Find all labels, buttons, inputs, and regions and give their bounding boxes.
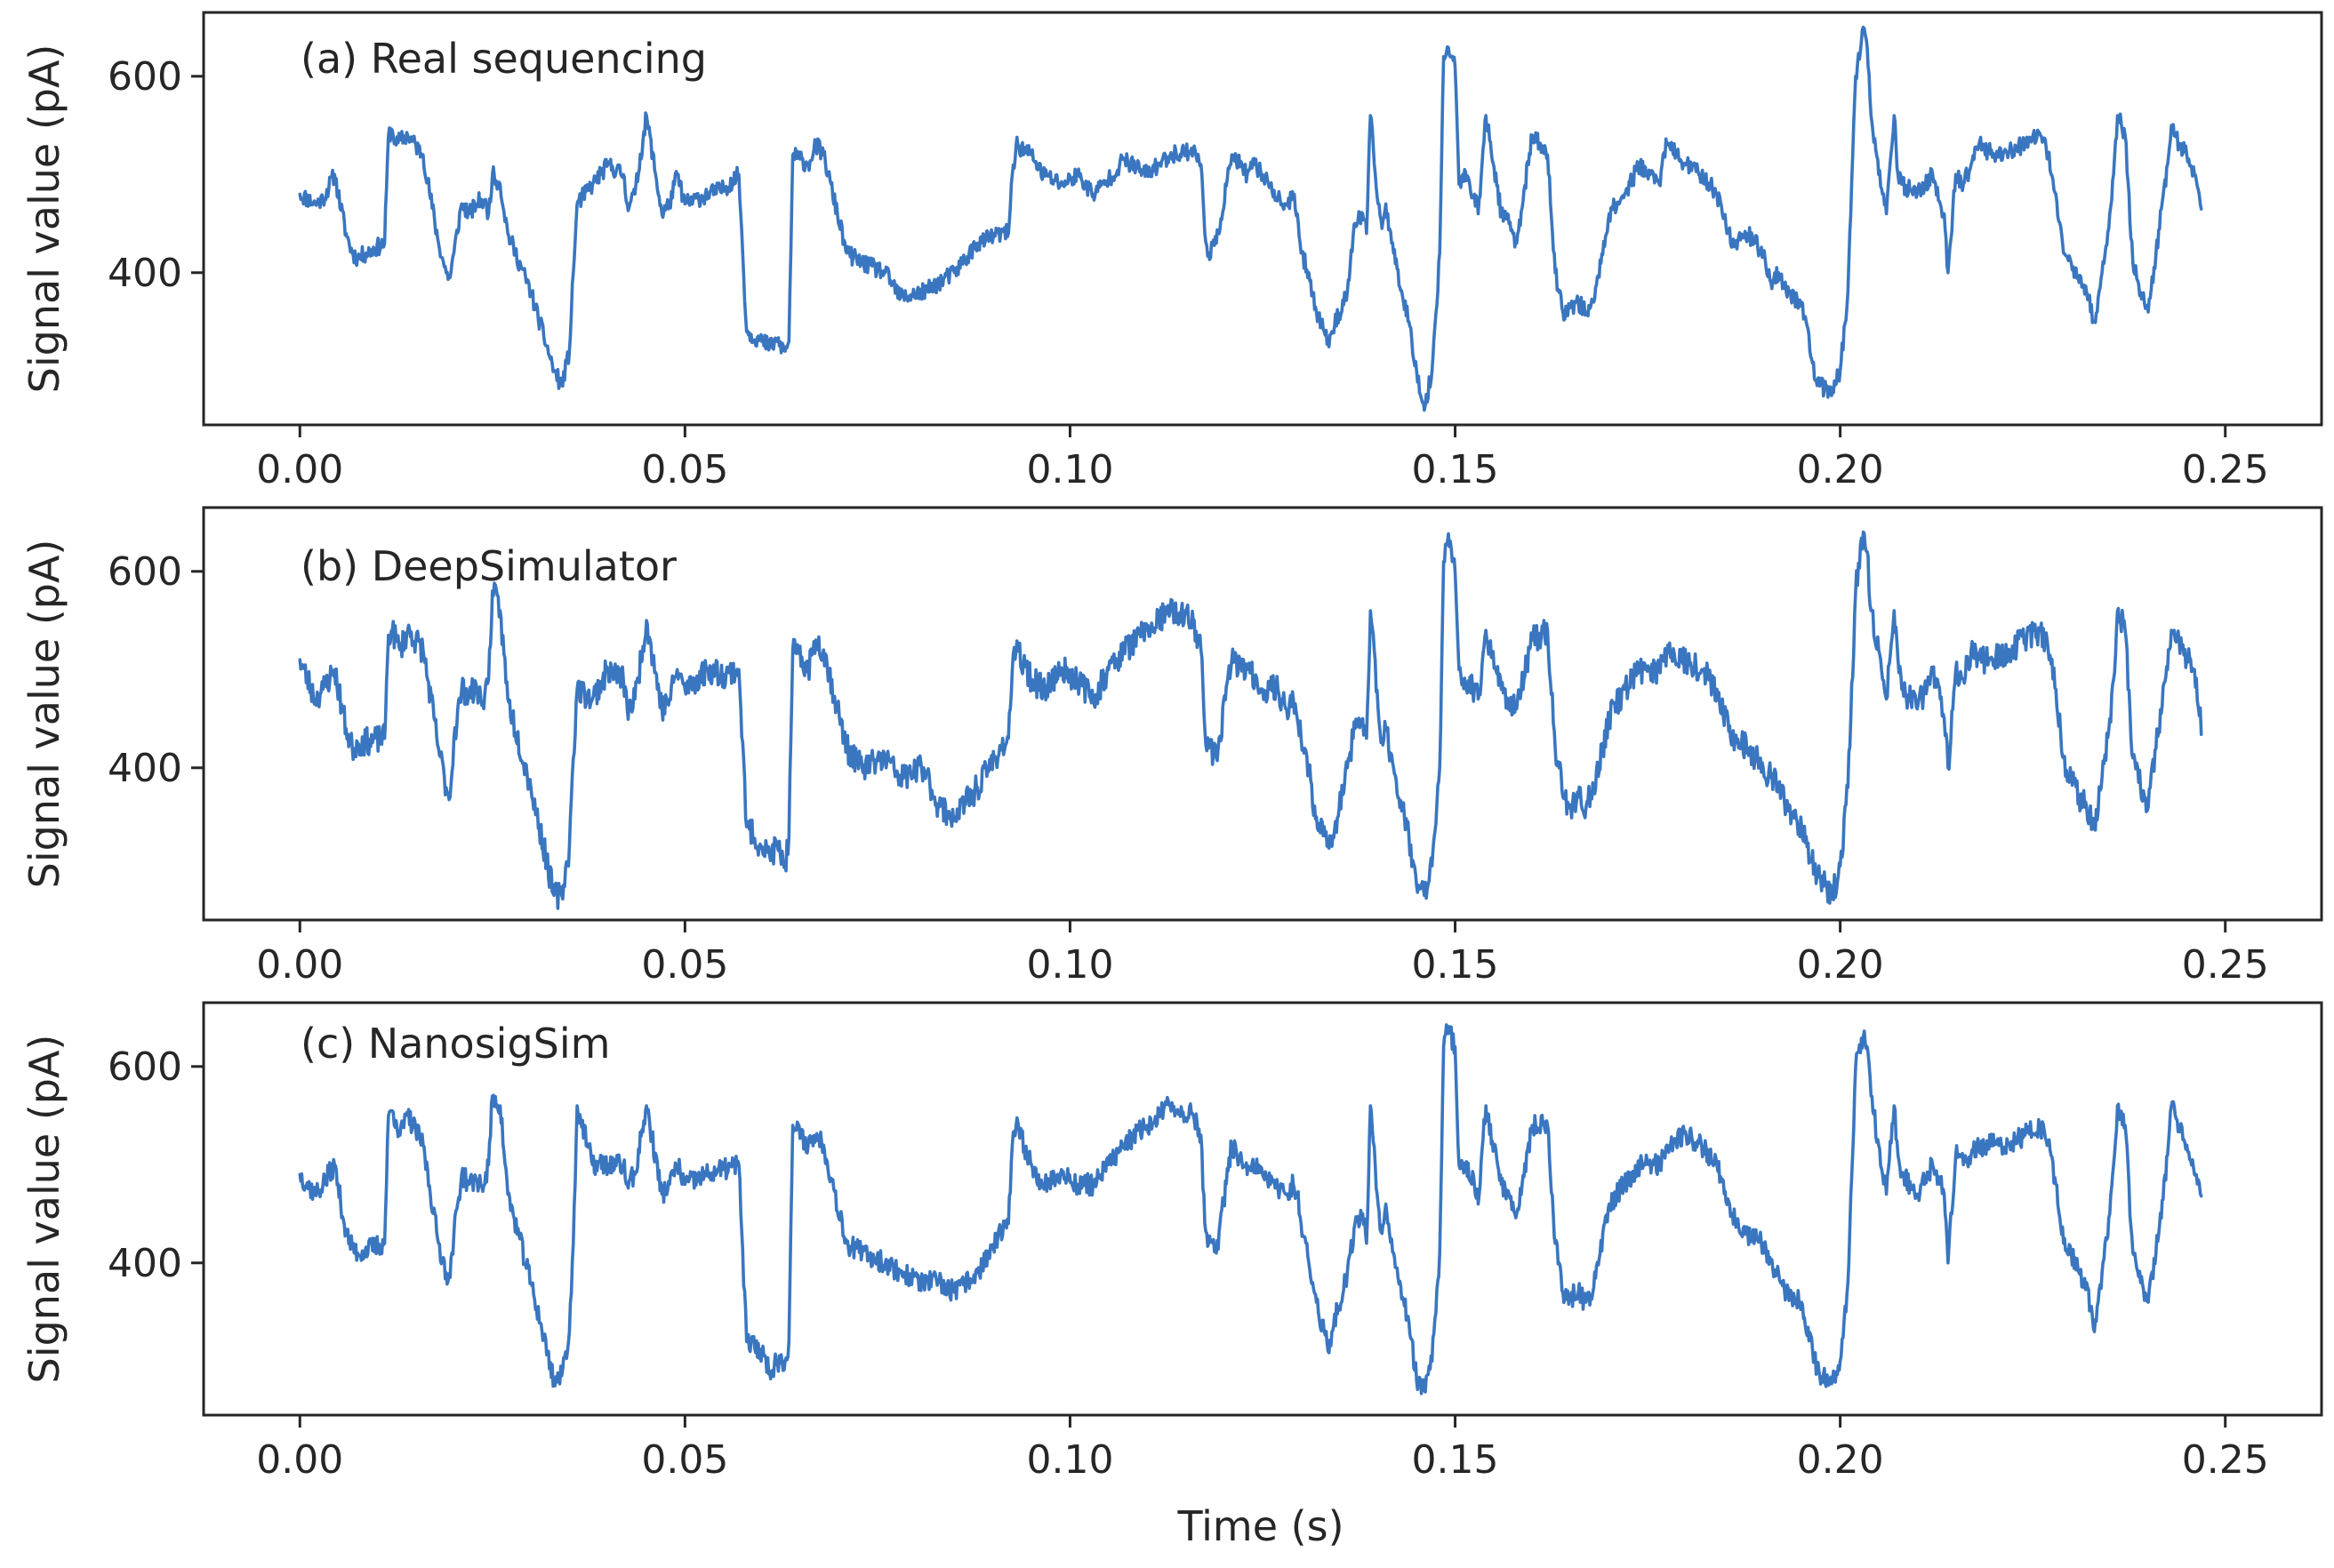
- y-tick-label: 400: [108, 251, 182, 296]
- y-tick-label: 400: [108, 746, 182, 791]
- panel-a-frame: [202, 11, 2323, 427]
- x-tick-label: 0.00: [256, 942, 343, 988]
- panel-b-y-axis-label: Signal value (pA): [20, 540, 68, 889]
- signal-line-c: [298, 1023, 2203, 1396]
- panel-a-x-axis: 0.00 0.05 0.10 0.15 0.20 0.25: [256, 425, 2269, 492]
- panel-b-frame: [202, 506, 2323, 922]
- x-tick-label: 0.10: [1026, 447, 1113, 492]
- panel-c-frame: [202, 1001, 2323, 1417]
- panel-c-x-axis: 0.00 0.05 0.10 0.15 0.20 0.25: [256, 1415, 2269, 1483]
- x-tick-label: 0.25: [2182, 1437, 2269, 1483]
- panel-c-y-axis-label: Signal value (pA): [20, 1035, 68, 1384]
- panel-a-title: (a) Real sequencing: [301, 35, 707, 83]
- x-tick-label: 0.20: [1797, 447, 1884, 492]
- y-tick-label: 400: [108, 1241, 182, 1286]
- x-tick-label: 0.25: [2182, 447, 2269, 492]
- x-tick-label: 0.15: [1412, 1437, 1499, 1483]
- x-tick-label: 0.25: [2182, 942, 2269, 988]
- x-tick-label: 0.20: [1797, 942, 1884, 988]
- x-tick-label: 0.00: [256, 1437, 343, 1483]
- panel-b-x-axis: 0.00 0.05 0.10 0.15 0.20 0.25: [256, 920, 2269, 988]
- x-tick-label: 0.05: [641, 447, 728, 492]
- x-tick-label: 0.20: [1797, 1437, 1884, 1483]
- y-tick-label: 600: [108, 54, 182, 100]
- panel-b-trace: [298, 530, 2203, 910]
- panel-b: (b) DeepSimulator 400 600 0.00 0.05 0.10 0.1…: [20, 506, 2323, 988]
- panel-c-y-axis: 400 600: [108, 1044, 204, 1286]
- panel-b-title: (b) DeepSimulator: [301, 542, 677, 590]
- signal-line-a: [298, 25, 2203, 412]
- panel-b-y-axis: 400 600: [108, 549, 204, 791]
- y-tick-label: 600: [108, 1044, 182, 1090]
- panel-a-y-axis: 400 600: [108, 54, 204, 296]
- panel-c-title: (c) NanosigSim: [301, 1020, 610, 1068]
- panel-a-y-axis-label: Signal value (pA): [20, 44, 68, 394]
- x-tick-label: 0.10: [1026, 1437, 1113, 1483]
- x-tick-label: 0.15: [1412, 447, 1499, 492]
- x-tick-label: 0.15: [1412, 942, 1499, 988]
- x-tick-label: 0.10: [1026, 942, 1113, 988]
- signal-line-b: [298, 530, 2203, 910]
- x-tick-label: 0.05: [641, 1437, 728, 1483]
- x-tick-label: 0.00: [256, 447, 343, 492]
- x-tick-label: 0.05: [641, 942, 728, 988]
- panel-a-trace: [298, 25, 2203, 412]
- x-axis-label: Time (s): [1176, 1502, 1343, 1550]
- y-tick-label: 600: [108, 549, 182, 595]
- panel-c-trace: [298, 1023, 2203, 1396]
